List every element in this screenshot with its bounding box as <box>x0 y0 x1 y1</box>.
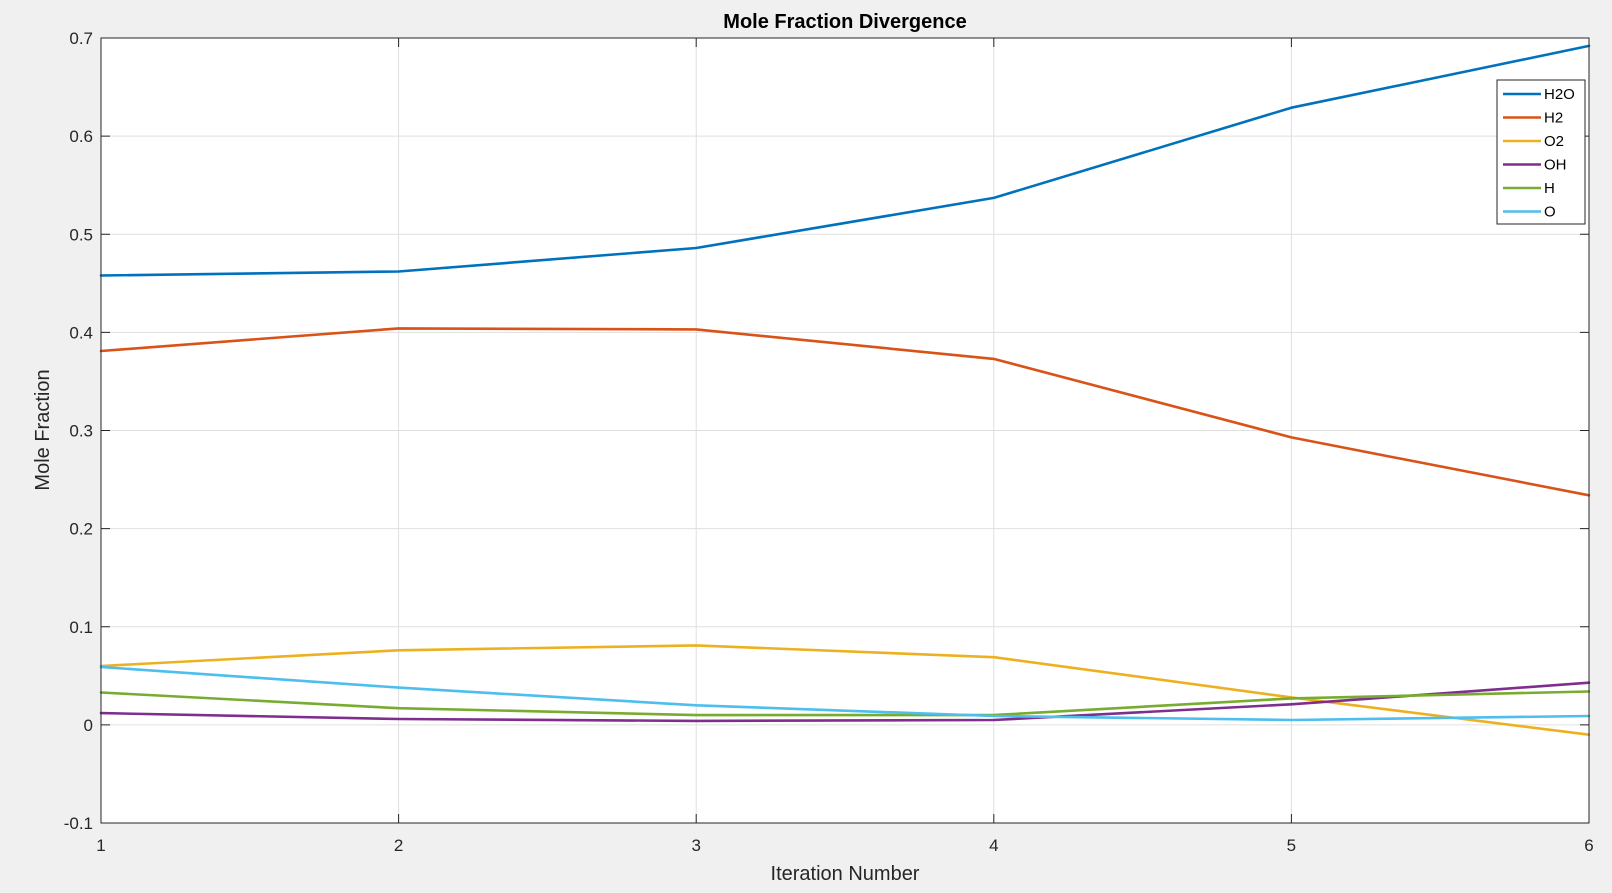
y-tick-label: 0.2 <box>69 520 93 539</box>
legend-label-oh: OH <box>1544 157 1567 174</box>
x-tick-label: 6 <box>1584 836 1593 855</box>
y-tick-label: 0.4 <box>69 323 93 342</box>
legend-box <box>1496 79 1586 225</box>
y-tick-label: 0.3 <box>69 422 93 441</box>
legend-label-h2o: H2O <box>1544 86 1575 103</box>
x-tick-label: 5 <box>1287 836 1296 855</box>
chart-title: Mole Fraction Divergence <box>723 11 966 33</box>
legend: H2O H2 O2 OH HO <box>1496 79 1586 225</box>
x-tick-label: 3 <box>691 836 700 855</box>
series-line-o <box>99 665 1591 722</box>
y-tick-label: 0.1 <box>69 618 93 637</box>
y-tick-label: 0.7 <box>69 29 93 48</box>
series-line-h2 <box>99 327 1591 497</box>
x-tick-label: 4 <box>989 836 998 855</box>
legend-label-h2: H2 <box>1544 110 1563 127</box>
y-tick-label: 0.5 <box>69 225 93 244</box>
legend-label-o2: O2 <box>1544 133 1564 150</box>
series-line-oh <box>99 681 1591 723</box>
series-line-h <box>99 690 1591 717</box>
legend-label-o: O <box>1544 204 1556 221</box>
x-tick-label: 2 <box>394 836 403 855</box>
legend-label-h: H <box>1544 180 1555 197</box>
axis-ticks: 1 2 3 4 5 6 -0.1 0 0.1 0.2 0.3 0.4 0.5 0.6 0.7 <box>64 29 1594 855</box>
series-lines <box>99 44 1591 737</box>
series-line-h2o <box>99 44 1591 277</box>
x-axis-label: Iteration Number <box>771 863 920 885</box>
y-tick-label: 0.6 <box>69 127 93 146</box>
x-tick-label: 1 <box>96 836 105 855</box>
y-axis-label: Mole Fraction <box>32 369 54 490</box>
y-tick-label: -0.1 <box>64 814 93 833</box>
y-tick-label: 0 <box>84 716 93 735</box>
series-line-o2 <box>99 644 1591 737</box>
